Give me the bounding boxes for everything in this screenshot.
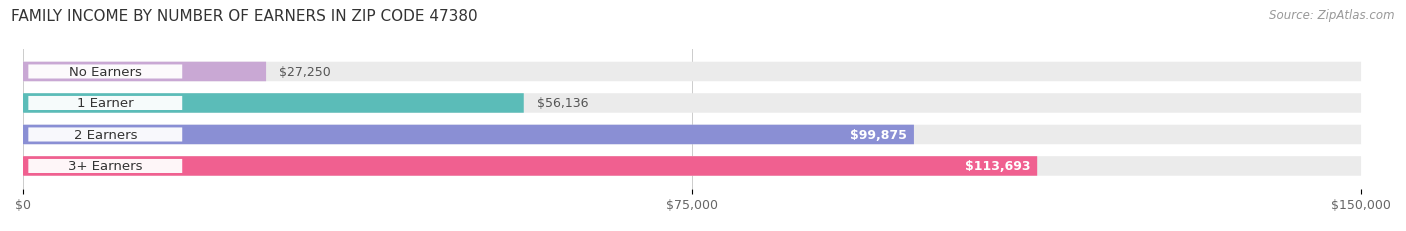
FancyBboxPatch shape [22,125,1361,145]
FancyBboxPatch shape [22,94,524,113]
FancyBboxPatch shape [22,62,266,82]
FancyBboxPatch shape [28,128,183,142]
Text: 3+ Earners: 3+ Earners [67,160,142,173]
FancyBboxPatch shape [22,94,1361,113]
Text: FAMILY INCOME BY NUMBER OF EARNERS IN ZIP CODE 47380: FAMILY INCOME BY NUMBER OF EARNERS IN ZI… [11,9,478,24]
FancyBboxPatch shape [28,97,183,110]
Text: No Earners: No Earners [69,66,142,79]
Text: Source: ZipAtlas.com: Source: ZipAtlas.com [1270,9,1395,22]
FancyBboxPatch shape [28,159,183,173]
FancyBboxPatch shape [22,125,914,145]
FancyBboxPatch shape [22,157,1361,176]
Text: $99,875: $99,875 [851,128,907,141]
Text: $27,250: $27,250 [280,66,332,79]
Text: $113,693: $113,693 [965,160,1031,173]
FancyBboxPatch shape [22,157,1038,176]
Text: 1 Earner: 1 Earner [77,97,134,110]
Text: 2 Earners: 2 Earners [73,128,136,141]
Text: $56,136: $56,136 [537,97,589,110]
FancyBboxPatch shape [22,62,1361,82]
FancyBboxPatch shape [28,65,183,79]
